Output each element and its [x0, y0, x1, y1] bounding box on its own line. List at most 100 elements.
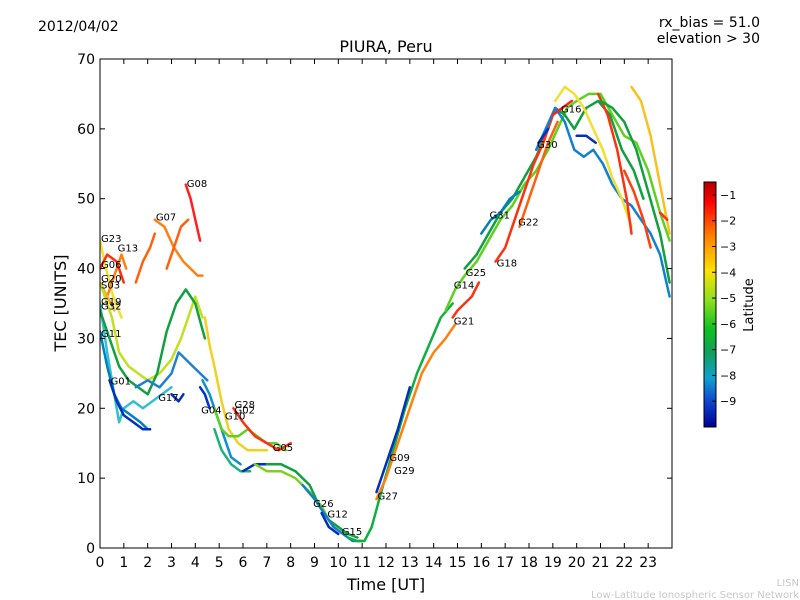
series-g07b [153, 218, 204, 277]
y-axis-label: TEC [UNITS] [51, 255, 70, 353]
colorbar-tick-label: −3 [720, 240, 736, 253]
sat-label-g26: G26 [313, 499, 333, 510]
sat-label-g23: G23 [101, 234, 121, 245]
colorbar-label: Latitude [742, 278, 757, 332]
series-g16b [553, 85, 633, 228]
sat-label-g25: G25 [466, 268, 486, 279]
series-g05 [232, 407, 292, 452]
sat-label-g19: G19 [101, 297, 121, 308]
x-axis-label: Time [UT] [346, 575, 425, 594]
series-gx5 [575, 134, 597, 145]
y-tick-label: 10 [77, 471, 95, 487]
series-g15b [320, 511, 340, 536]
colorbar-tick-label: −7 [720, 344, 736, 357]
series-g31 [480, 190, 521, 235]
series-g17 [134, 351, 209, 389]
sat-label-g18: G18 [497, 259, 517, 270]
x-tick-label: 12 [377, 555, 395, 571]
chart-title: PIURA, Peru [339, 37, 432, 56]
y-axis-ticks: 0 10 20 30 40 50 60 70 [77, 52, 672, 557]
x-tick-label: 4 [191, 555, 200, 571]
sat-label-g01: G01 [111, 377, 131, 388]
colorbar-tick-label: −4 [720, 266, 736, 279]
series-g23 [100, 239, 123, 319]
sat-label-g15: G15 [342, 527, 362, 538]
x-tick-label: 2 [143, 555, 152, 571]
series-gx1 [596, 92, 633, 235]
y-tick-label: 50 [77, 192, 95, 208]
y-tick-label: 20 [77, 401, 95, 417]
sat-label-g31: G31 [489, 210, 509, 221]
series-g21 [451, 281, 481, 319]
sat-label-g30: G30 [537, 140, 557, 151]
x-tick-label: 22 [615, 555, 633, 571]
rx-bias-label: rx_bias = 51.0 [659, 15, 760, 31]
colorbar-ticks: −1 −2 −3 −4 −5 −6 −7 −8 −9 [712, 189, 736, 408]
x-tick-label: 20 [568, 555, 586, 571]
sat-label-g12: G12 [327, 509, 347, 520]
series-g07 [134, 232, 157, 284]
series-g29 [375, 323, 457, 501]
series-g22 [518, 120, 559, 228]
x-tick-label: 1 [119, 555, 128, 571]
sat-label-s03: S03 [101, 280, 120, 291]
series-gx6 [658, 211, 669, 221]
colorbar-tick-label: −6 [720, 318, 736, 331]
sat-label-g06: G06 [101, 260, 121, 271]
series-gx2 [630, 85, 671, 235]
x-tick-label: 6 [239, 555, 248, 571]
series-g08b [165, 218, 190, 270]
x-tick-label: 23 [639, 555, 657, 571]
series-g17b [170, 393, 185, 403]
x-tick-label: 10 [329, 555, 347, 571]
x-tick-label: 18 [520, 555, 538, 571]
colorbar-tick-label: −2 [720, 215, 736, 228]
colorbar-tick-label: −8 [720, 369, 736, 382]
y-tick-label: 70 [77, 52, 95, 68]
x-tick-label: 5 [215, 555, 224, 571]
sat-label-g29: G29 [394, 466, 414, 477]
sat-label-g13: G13 [118, 243, 138, 254]
footer-network: Low-Latitude Ionospheric Sensor Network [591, 590, 799, 600]
series-g06 [100, 253, 126, 284]
colorbar [703, 181, 717, 428]
colorbar-tick-label: −9 [720, 395, 736, 408]
x-tick-label: 9 [310, 555, 319, 571]
y-tick-label: 40 [77, 262, 95, 278]
x-tick-label: 19 [544, 555, 562, 571]
series-gx4 [599, 99, 671, 284]
y-tick-label: 0 [86, 541, 95, 557]
sat-label-g28: G28 [234, 400, 254, 411]
elevation-label: elevation > 30 [657, 31, 760, 47]
x-tick-label: 13 [401, 555, 419, 571]
sat-label-g16: G16 [561, 104, 581, 115]
series-g27 [346, 302, 454, 543]
date-label: 2012/04/02 [38, 19, 119, 35]
series-g04 [198, 386, 211, 410]
series-gx3 [623, 169, 652, 249]
x-tick-label: 0 [96, 555, 105, 571]
sat-label-g09: G09 [389, 453, 409, 464]
x-tick-label: 11 [353, 555, 371, 571]
series-s03 [100, 281, 204, 382]
series-g19 [100, 302, 173, 424]
series-layer [100, 85, 671, 543]
sat-label-g22: G22 [518, 217, 538, 228]
series-g09 [375, 386, 412, 494]
sat-label-g04: G04 [201, 405, 221, 416]
series-g28 [203, 316, 269, 452]
sat-label-g32: G32 [101, 301, 121, 312]
x-tick-label: 17 [496, 555, 514, 571]
x-tick-label: 15 [449, 555, 467, 571]
series-g16 [551, 99, 574, 117]
sat-label-g08: G08 [187, 179, 207, 190]
x-tick-label: 16 [472, 555, 490, 571]
sat-label-g07: G07 [156, 213, 176, 224]
x-tick-label: 7 [262, 555, 271, 571]
series-g01 [108, 379, 152, 431]
colorbar-tick-label: −1 [720, 189, 736, 202]
sat-label-g17: G17 [158, 393, 178, 404]
series-g30b [537, 127, 550, 145]
